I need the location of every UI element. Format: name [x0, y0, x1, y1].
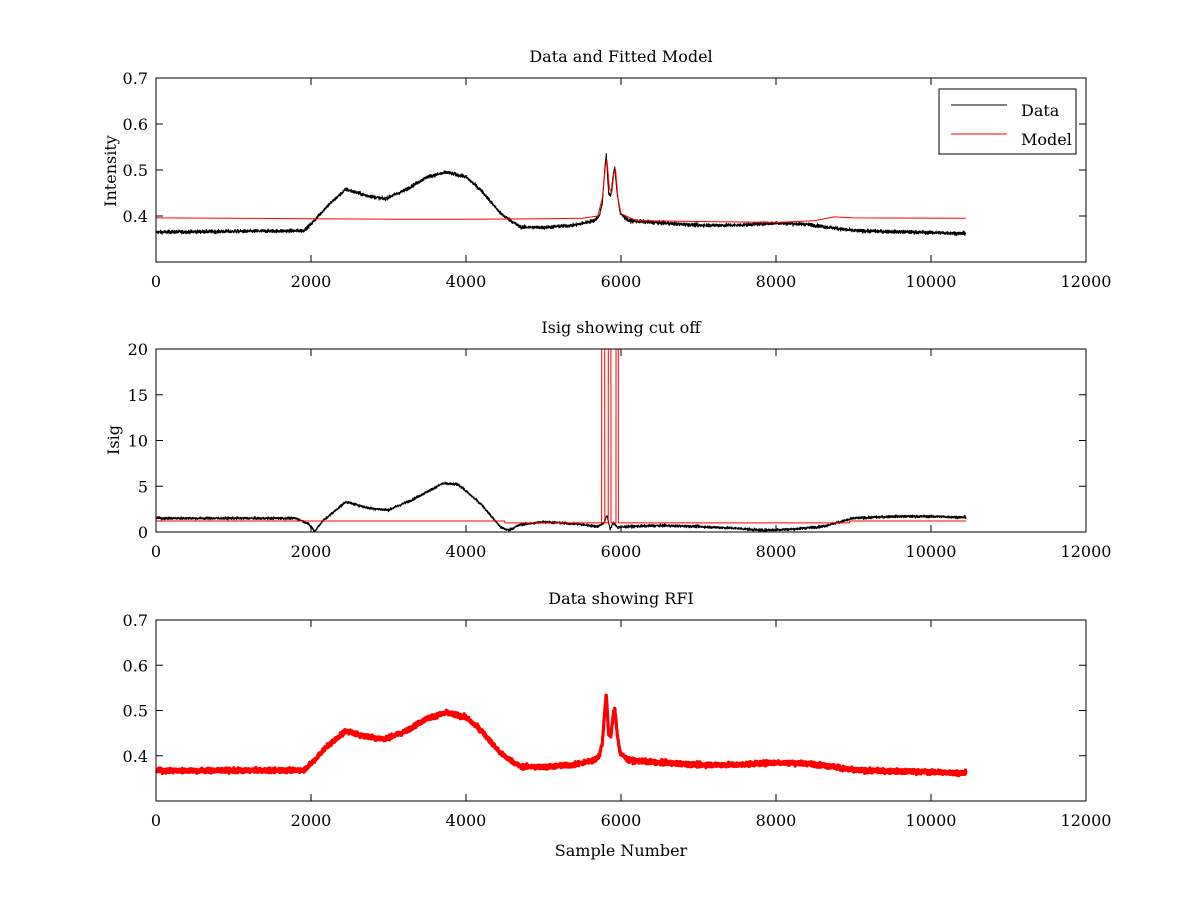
y-tick-label: 0.5: [123, 702, 148, 721]
x-tick-label: 12000: [1061, 542, 1112, 561]
y-tick-label: 0.5: [123, 161, 148, 180]
x-tick-label: 0: [151, 542, 161, 561]
x-tick-label: 12000: [1061, 272, 1112, 291]
y-axis-label: Intensity: [101, 135, 120, 207]
series-model-line: [156, 160, 966, 223]
x-tick-label: 2000: [291, 542, 332, 561]
y-tick-label: 0.6: [123, 656, 148, 675]
plot-area: 0 2000 4000 6000 8000 10000 12000 0.4 0.5 0.6 0.7: [123, 611, 1112, 830]
x-tick-label: 2000: [291, 272, 332, 291]
x-tick-label: 10000: [906, 811, 957, 830]
x-tick-label: 2000: [291, 811, 332, 830]
chart-title: Isig showing cut off: [541, 318, 702, 337]
legend: Data Model: [938, 88, 1077, 155]
x-axis-label: Sample Number: [555, 841, 688, 860]
series-cut-off-line: [156, 349, 966, 524]
x-tick-label: 6000: [601, 272, 642, 291]
x-tick-label: 4000: [446, 811, 487, 830]
series-data-line: [156, 152, 967, 237]
x-tick-label: 8000: [756, 811, 797, 830]
x-tick-label: 12000: [1061, 811, 1112, 830]
series-group: [156, 693, 968, 778]
x-tick-label: 4000: [446, 542, 487, 561]
legend-data-label: Data: [1021, 101, 1060, 120]
y-tick-label: 0.6: [123, 115, 148, 134]
x-tick-label: 6000: [601, 542, 642, 561]
x-tick-label: 8000: [756, 542, 797, 561]
subplot-data-and-fitted-model: Data and Fitted Model Intensity 0 2000 400…: [101, 47, 1111, 291]
legend-model-label: Model: [1021, 130, 1072, 149]
x-tick-label: 8000: [756, 272, 797, 291]
y-tick-label: 0.7: [123, 69, 148, 88]
subplot-data-showing-rfi: Data showing RFI Sample Number 0 2000 4000…: [123, 589, 1112, 860]
x-tick-label: 0: [151, 272, 161, 291]
y-tick-label: 15: [128, 386, 148, 405]
y-tick-label: 0.4: [123, 747, 148, 766]
x-tick-label: 4000: [446, 272, 487, 291]
series-group: [156, 152, 967, 237]
x-tick-label: 6000: [601, 811, 642, 830]
legend-box: [938, 88, 1077, 155]
series-group: [156, 349, 967, 532]
y-tick-label: 20: [128, 340, 148, 359]
chart-title: Data showing RFI: [548, 589, 693, 608]
x-tick-label: 0: [151, 811, 161, 830]
chart-title: Data and Fitted Model: [529, 47, 712, 66]
subplot-isig-showing-cut-off: Isig showing cut off Isig 0 2000 4000 6000 8…: [104, 318, 1111, 561]
y-tick-label: 0.7: [123, 611, 148, 630]
y-tick-label: 10: [128, 432, 148, 451]
plot-area: 0 2000 4000 6000 8000 10000 12000 0.4 0.5 0.6 0.7: [123, 69, 1112, 291]
series-rfi-line: [156, 693, 968, 778]
y-axis-label: Isig: [104, 425, 123, 455]
y-tick-label: 0: [138, 523, 148, 542]
y-tick-label: 0.4: [123, 207, 148, 226]
plot-area: 0 2000 4000 6000 8000 10000 12000 0 5 10 15 20: [128, 340, 1112, 561]
y-tick-label: 5: [138, 477, 148, 496]
x-tick-label: 10000: [906, 542, 957, 561]
x-tick-label: 10000: [906, 272, 957, 291]
